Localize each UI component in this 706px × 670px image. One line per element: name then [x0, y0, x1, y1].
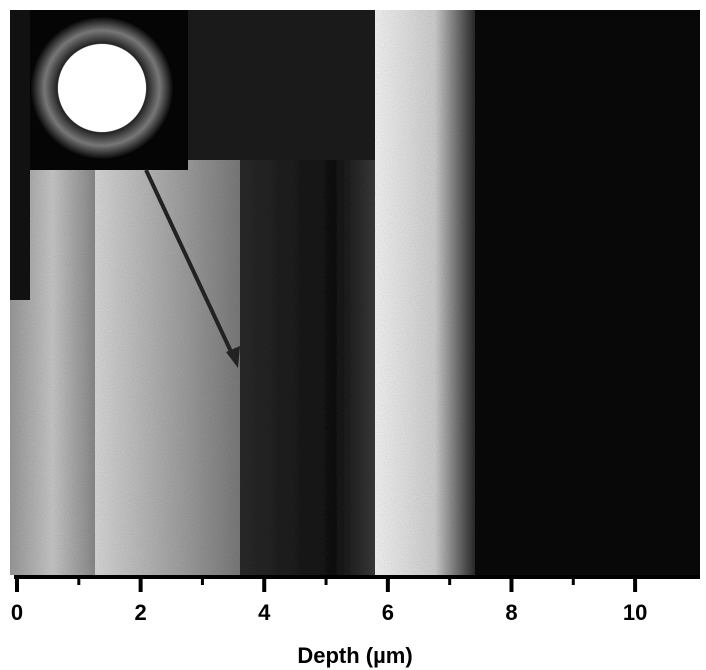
axis-label: Depth (µm)	[297, 643, 412, 668]
depth-axis: 0 2 4 6 8 10	[11, 575, 700, 625]
inset-disc	[58, 44, 146, 132]
tick-label: 2	[134, 600, 146, 625]
region-black	[475, 10, 700, 575]
tick-label: 8	[505, 600, 517, 625]
arrow-head	[226, 346, 240, 368]
tick-label: 10	[623, 600, 647, 625]
tick-label: 0	[11, 600, 23, 625]
region-bright	[375, 10, 475, 575]
micrograph	[10, 10, 700, 575]
tick-label: 4	[258, 600, 271, 625]
tick-label: 6	[382, 600, 394, 625]
arrow-line	[144, 169, 236, 359]
region-edge	[10, 10, 30, 300]
region-top-dark	[188, 10, 380, 160]
